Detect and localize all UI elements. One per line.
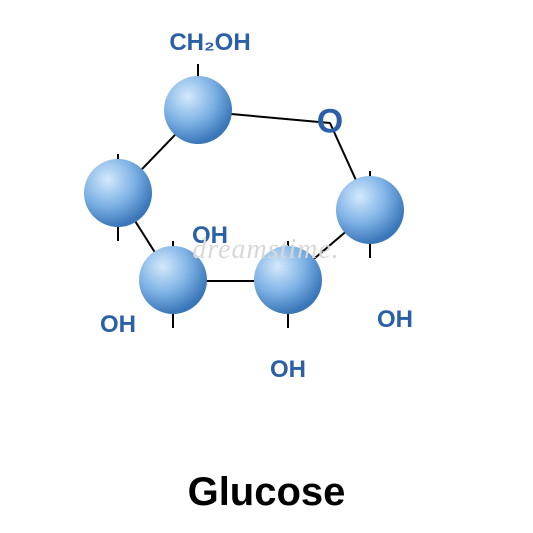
oxygen-atom-label: O bbox=[317, 103, 343, 142]
group-label-oh1: OH bbox=[192, 222, 228, 250]
group-label-ch2oh: CH₂OH bbox=[169, 29, 250, 57]
carbon-atom bbox=[139, 246, 207, 314]
molecule-diagram: OCH₂OHOHOHOHOH dreamstime. Glucose bbox=[0, 0, 533, 533]
carbon-atom bbox=[254, 246, 322, 314]
group-label-oh4: OH bbox=[377, 306, 413, 334]
molecule-title: Glucose bbox=[188, 470, 346, 515]
group-label-oh2: OH bbox=[100, 311, 136, 339]
carbon-atom bbox=[84, 159, 152, 227]
group-label-oh3: OH bbox=[270, 356, 306, 384]
carbon-atom bbox=[336, 176, 404, 244]
carbon-atom bbox=[164, 76, 232, 144]
